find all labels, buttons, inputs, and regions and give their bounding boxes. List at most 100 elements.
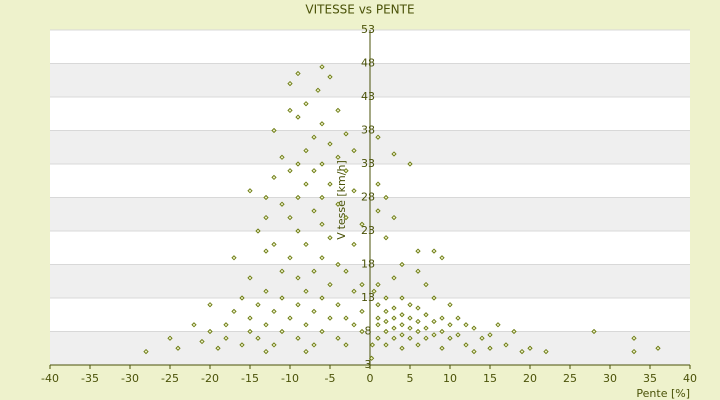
point xyxy=(415,328,421,335)
point xyxy=(439,345,445,351)
point xyxy=(391,325,397,331)
point xyxy=(375,281,381,288)
point xyxy=(431,295,437,301)
x-tick-label: 30 xyxy=(603,372,617,385)
point xyxy=(263,348,269,355)
point xyxy=(319,121,325,127)
point xyxy=(231,308,237,315)
point xyxy=(375,208,381,214)
point xyxy=(391,275,397,281)
point xyxy=(295,275,301,281)
y-tick-label: 38 xyxy=(361,124,375,137)
point xyxy=(447,322,453,328)
point xyxy=(279,328,285,335)
point xyxy=(311,208,317,214)
point xyxy=(287,107,293,114)
point xyxy=(319,328,325,335)
point xyxy=(287,80,293,87)
point xyxy=(311,168,317,174)
point xyxy=(455,332,461,338)
point xyxy=(247,315,253,321)
x-tick-label: 10 xyxy=(443,372,457,385)
y-tick-label: 28 xyxy=(361,191,375,204)
point xyxy=(255,228,261,234)
point xyxy=(495,322,501,328)
point xyxy=(327,74,333,80)
y-tick-label: 43 xyxy=(361,90,375,103)
point xyxy=(399,332,405,338)
point xyxy=(399,295,405,301)
point xyxy=(391,335,397,341)
point xyxy=(369,342,376,348)
point xyxy=(383,308,389,315)
point xyxy=(335,302,341,308)
point xyxy=(479,335,485,341)
point xyxy=(335,261,341,268)
point xyxy=(311,308,317,315)
point xyxy=(311,268,317,274)
y-tick-label: 53 xyxy=(361,23,375,36)
x-tick-label: -5 xyxy=(325,372,336,385)
point xyxy=(399,261,405,268)
point xyxy=(383,328,389,335)
point xyxy=(295,114,301,120)
point xyxy=(447,302,453,308)
point xyxy=(391,315,397,321)
point xyxy=(319,295,325,301)
point xyxy=(191,322,197,328)
point xyxy=(287,255,293,261)
point xyxy=(415,268,421,274)
point xyxy=(463,342,469,348)
point xyxy=(399,345,405,351)
point xyxy=(351,322,357,328)
point xyxy=(383,194,389,201)
point xyxy=(335,335,341,341)
point xyxy=(343,168,349,174)
point xyxy=(255,335,261,341)
point xyxy=(415,305,421,311)
chart-title: VITESSE vs PENTE xyxy=(305,3,414,17)
point xyxy=(415,342,421,348)
x-tick-label: 20 xyxy=(523,372,537,385)
point xyxy=(167,335,173,341)
point xyxy=(319,221,325,227)
point xyxy=(263,214,269,221)
point xyxy=(327,141,333,147)
point xyxy=(223,335,229,341)
point xyxy=(295,302,301,308)
point xyxy=(407,315,413,321)
point xyxy=(295,228,301,234)
point xyxy=(407,302,413,308)
x-tick-label: -30 xyxy=(121,372,139,385)
point xyxy=(503,342,509,348)
point xyxy=(431,248,437,254)
point xyxy=(271,342,277,348)
point xyxy=(383,318,389,325)
point xyxy=(423,325,429,331)
point xyxy=(343,131,349,137)
point xyxy=(215,345,221,351)
point xyxy=(327,281,333,288)
x-axis-label: Pente [%] xyxy=(636,387,690,400)
point xyxy=(471,348,477,355)
point xyxy=(319,255,325,261)
x-tick-label: -25 xyxy=(161,372,179,385)
point xyxy=(391,151,397,157)
y-tick-label: 23 xyxy=(361,224,375,237)
point xyxy=(223,322,229,328)
point xyxy=(303,101,309,107)
point xyxy=(319,194,325,201)
point xyxy=(279,295,285,301)
point xyxy=(263,322,269,328)
point xyxy=(487,332,493,338)
point xyxy=(359,308,365,315)
point xyxy=(439,328,445,335)
point xyxy=(335,154,341,160)
point xyxy=(487,345,493,351)
point xyxy=(375,181,381,187)
x-tick-label: 35 xyxy=(643,372,657,385)
x-tick-label: 15 xyxy=(483,372,497,385)
point xyxy=(263,288,269,294)
point xyxy=(311,342,317,348)
